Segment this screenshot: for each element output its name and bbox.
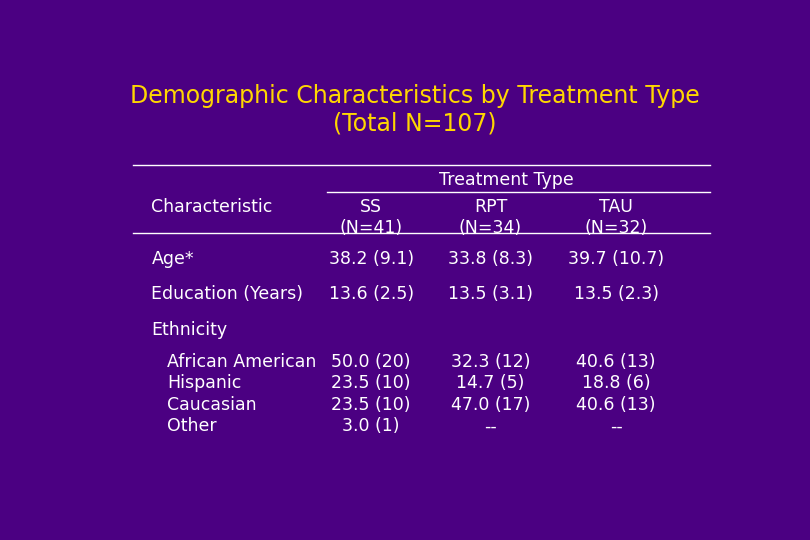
Text: 39.7 (10.7): 39.7 (10.7) bbox=[568, 250, 664, 268]
Text: Treatment Type: Treatment Type bbox=[439, 171, 573, 189]
Text: 23.5 (10): 23.5 (10) bbox=[331, 396, 411, 414]
Text: 3.0 (1): 3.0 (1) bbox=[343, 417, 400, 435]
Text: 18.8 (6): 18.8 (6) bbox=[582, 374, 650, 392]
Text: Other: Other bbox=[167, 417, 217, 435]
Text: 23.5 (10): 23.5 (10) bbox=[331, 374, 411, 392]
Text: 38.2 (9.1): 38.2 (9.1) bbox=[329, 250, 414, 268]
Text: Ethnicity: Ethnicity bbox=[151, 321, 228, 339]
Text: --: -- bbox=[610, 417, 622, 435]
Text: 40.6 (13): 40.6 (13) bbox=[576, 396, 656, 414]
Text: 40.6 (13): 40.6 (13) bbox=[576, 353, 656, 370]
Text: African American: African American bbox=[167, 353, 317, 370]
Text: 14.7 (5): 14.7 (5) bbox=[456, 374, 525, 392]
Text: TAU
(N=32): TAU (N=32) bbox=[584, 198, 648, 237]
Text: SS
(N=41): SS (N=41) bbox=[339, 198, 403, 237]
Text: RPT
(N=34): RPT (N=34) bbox=[459, 198, 522, 237]
Text: Characteristic: Characteristic bbox=[151, 198, 273, 216]
Text: 33.8 (8.3): 33.8 (8.3) bbox=[448, 250, 533, 268]
Text: 32.3 (12): 32.3 (12) bbox=[450, 353, 531, 370]
Text: --: -- bbox=[484, 417, 497, 435]
Text: Hispanic: Hispanic bbox=[167, 374, 241, 392]
Text: 50.0 (20): 50.0 (20) bbox=[331, 353, 411, 370]
Text: Demographic Characteristics by Treatment Type
(Total N=107): Demographic Characteristics by Treatment… bbox=[130, 84, 700, 136]
Text: 13.5 (3.1): 13.5 (3.1) bbox=[448, 285, 533, 303]
Text: 47.0 (17): 47.0 (17) bbox=[451, 396, 530, 414]
Text: Education (Years): Education (Years) bbox=[151, 285, 304, 303]
Text: Age*: Age* bbox=[151, 250, 194, 268]
Text: 13.5 (2.3): 13.5 (2.3) bbox=[573, 285, 659, 303]
Text: 13.6 (2.5): 13.6 (2.5) bbox=[329, 285, 414, 303]
Text: Caucasian: Caucasian bbox=[167, 396, 257, 414]
